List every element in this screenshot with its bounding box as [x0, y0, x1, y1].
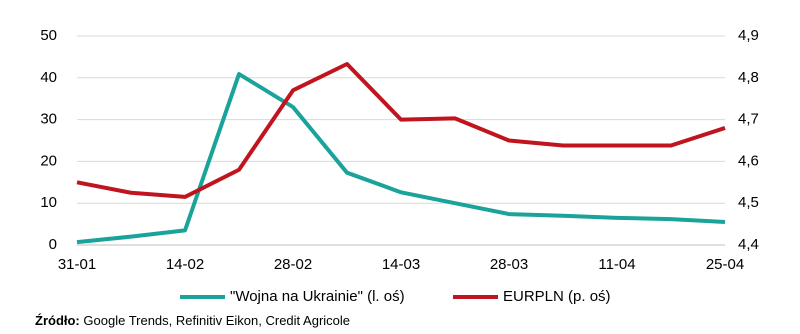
y2-tick-label: 4,4: [738, 236, 759, 253]
x-tick-label: 14-03: [382, 256, 420, 273]
x-tick-label: 25-04: [706, 256, 744, 273]
y-tick-label: 0: [49, 236, 57, 253]
y2-tick-label: 4,8: [738, 69, 759, 86]
legend-label: "Wojna na Ukrainie" (l. oś): [230, 288, 405, 305]
x-tick-label: 14-02: [166, 256, 204, 273]
source: Źródło: Google Trends, Refinitiv Eikon, …: [35, 313, 350, 328]
legend-label: EURPLN (p. oś): [503, 288, 611, 305]
y2-tick-label: 4,7: [738, 111, 759, 128]
y-tick-label: 40: [40, 69, 57, 86]
x-tick-label: 11-04: [598, 256, 635, 273]
x-tick-label: 28-02: [274, 256, 312, 273]
x-tick-label: 31-01: [58, 256, 96, 273]
series-line: [76, 62, 726, 199]
y2-tick-label: 4,6: [738, 152, 759, 169]
source-text: Google Trends, Refinitiv Eikon, Credit A…: [83, 313, 350, 328]
source-label: Źródło:: [35, 313, 80, 328]
y2-tick-label: 4,9: [738, 27, 759, 44]
series-line: [76, 72, 726, 245]
y2-tick-label: 4,5: [738, 194, 759, 211]
y-tick-label: 30: [40, 111, 57, 128]
y-tick-label: 20: [40, 152, 57, 169]
x-tick-label: 28-03: [490, 256, 528, 273]
y-tick-label: 10: [40, 194, 57, 211]
y-tick-label: 50: [40, 27, 57, 44]
